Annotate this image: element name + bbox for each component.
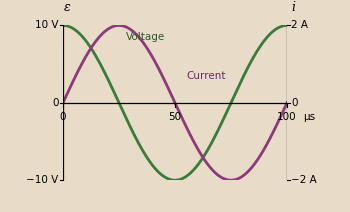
Text: 10 V: 10 V xyxy=(35,20,58,31)
Text: 100: 100 xyxy=(277,112,297,122)
Text: ε: ε xyxy=(64,1,71,14)
Text: 0: 0 xyxy=(292,98,298,108)
Text: μs: μs xyxy=(303,112,315,122)
Text: 0: 0 xyxy=(60,112,66,122)
Text: 0: 0 xyxy=(52,98,58,108)
Text: −2 A: −2 A xyxy=(292,175,317,185)
Text: −10 V: −10 V xyxy=(26,175,58,185)
Text: 2 A: 2 A xyxy=(292,20,308,31)
Text: i: i xyxy=(292,1,295,14)
Text: Voltage: Voltage xyxy=(126,32,165,42)
Text: 50: 50 xyxy=(168,112,182,122)
Text: Current: Current xyxy=(186,71,226,81)
